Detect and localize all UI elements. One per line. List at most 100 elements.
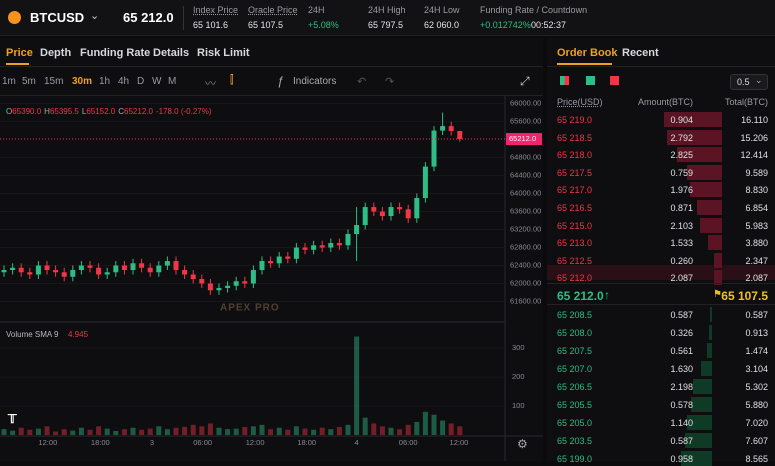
ob-total: 7.607 xyxy=(745,436,768,446)
ob-tab[interactable]: Order Book xyxy=(557,47,618,59)
volume-bar xyxy=(61,429,67,435)
ob-price[interactable]: 65 208.5 xyxy=(557,310,593,320)
view-asks[interactable] xyxy=(610,76,619,85)
candle-body xyxy=(405,209,411,219)
ob-price[interactable]: 65 217.0 xyxy=(557,185,593,196)
ob-price[interactable]: 65 212.0 xyxy=(557,273,593,284)
interval[interactable]: 1h xyxy=(99,76,111,87)
tab-underline xyxy=(6,63,29,65)
ob-price[interactable]: 65 219.0 xyxy=(557,115,593,125)
ob-price[interactable]: 65 207.0 xyxy=(557,364,593,374)
volume-bar xyxy=(139,429,145,435)
x-tick-label: 18:00 xyxy=(91,438,110,447)
volume-bar xyxy=(336,426,342,435)
ob-price[interactable]: 65 207.5 xyxy=(557,346,593,356)
tab[interactable]: Funding Rate xyxy=(80,47,151,59)
volume-bar xyxy=(371,423,377,435)
interval[interactable]: 15m xyxy=(44,76,64,87)
ob-price[interactable]: 65 215.0 xyxy=(557,220,593,231)
indicators-button[interactable]: Indicators xyxy=(293,76,337,87)
ob-total: 3.880 xyxy=(745,238,768,249)
volume-bar xyxy=(362,417,368,435)
volume-bar xyxy=(35,428,41,435)
depth-bar xyxy=(706,343,712,358)
tab[interactable]: Risk Limit xyxy=(197,47,250,59)
ob-price[interactable]: 65 205.0 xyxy=(557,418,593,428)
step-select[interactable] xyxy=(730,74,768,90)
depth-bar xyxy=(709,307,712,322)
ob-total: 6.854 xyxy=(745,203,768,213)
volume-bar xyxy=(259,424,265,435)
volume-bar xyxy=(431,414,437,435)
ob-total: 8.830 xyxy=(745,185,768,196)
divider xyxy=(0,95,543,96)
volume-bar xyxy=(216,427,222,435)
ob-price[interactable]: 65 212.5 xyxy=(557,255,593,266)
interval[interactable]: W xyxy=(152,76,162,87)
volume-value: 4.945 xyxy=(68,330,89,339)
interval[interactable]: 4h xyxy=(118,76,130,87)
x-tick-label: 12:00 xyxy=(38,438,57,447)
tab[interactable]: Details xyxy=(153,47,190,59)
fullscreen[interactable]: ⤢ xyxy=(520,74,530,88)
volume-bar xyxy=(268,429,274,435)
candle-body xyxy=(422,166,428,199)
divider xyxy=(0,66,543,67)
interval[interactable]: 30m xyxy=(72,76,93,87)
y-tick-label: 65600.00 xyxy=(510,117,541,126)
stat-label: 24H High xyxy=(368,5,406,15)
redo[interactable]: ↷ xyxy=(385,76,395,88)
candle-body xyxy=(388,207,394,217)
depth-bar xyxy=(700,217,722,233)
ob-price[interactable]: 65 213.0 xyxy=(557,238,593,249)
vol-tick-label: 200 xyxy=(512,372,525,381)
settings[interactable]: ⚙ xyxy=(517,437,528,451)
tab[interactable]: Depth xyxy=(40,47,72,59)
ob-price[interactable]: 65 203.5 xyxy=(557,436,593,446)
tab[interactable]: Price xyxy=(6,47,33,59)
volume-bar xyxy=(328,429,334,435)
ohlc-key: H xyxy=(44,107,50,116)
ob-price[interactable]: 65 208.0 xyxy=(557,328,593,338)
ob-price[interactable]: 65 206.5 xyxy=(557,382,593,392)
ob-amount: 2.825 xyxy=(670,150,693,161)
candle-body xyxy=(259,261,265,271)
ob-price[interactable]: 65 218.5 xyxy=(557,132,593,143)
interval[interactable]: D xyxy=(137,76,145,87)
coin-icon xyxy=(8,11,21,24)
volume-bar xyxy=(87,429,93,435)
stat-label: Oracle Price xyxy=(248,5,298,15)
watermark: APEX PRO xyxy=(220,303,280,314)
ob-price[interactable]: 65 199.0 xyxy=(557,454,593,464)
ob-price[interactable]: 65 205.5 xyxy=(557,400,593,410)
chevron[interactable]: ⌄ xyxy=(90,10,100,22)
view-both[interactable] xyxy=(560,76,569,85)
ob-amount: 0.561 xyxy=(670,346,693,356)
ob-price[interactable]: 65 217.5 xyxy=(557,167,593,178)
candle-icon[interactable]: ⫿ xyxy=(230,74,234,86)
ohlc-value: 65390.0 xyxy=(12,107,42,116)
line-icon[interactable]: 〰 xyxy=(205,78,216,90)
ob-price[interactable]: 65 216.5 xyxy=(557,203,593,213)
divider xyxy=(547,66,775,67)
symbol[interactable]: BTCUSD xyxy=(30,10,85,25)
divider xyxy=(183,6,184,30)
ob-price[interactable]: 65 218.0 xyxy=(557,150,593,161)
candle-body xyxy=(379,211,385,217)
fx-icon[interactable]: ƒ xyxy=(277,74,284,88)
ob-total: 2.087 xyxy=(745,273,768,284)
view-bids[interactable] xyxy=(586,76,595,85)
volume-bar xyxy=(199,426,205,435)
interval[interactable]: 1m xyxy=(2,76,16,87)
undo[interactable]: ↶ xyxy=(357,76,367,88)
volume-bar xyxy=(113,430,119,435)
ob-total: 1.474 xyxy=(745,346,768,356)
volume-bar xyxy=(104,428,110,435)
ohlc-legend: O65390.0 H65395.5 L65152.0 C65212.0 -178.0 (… xyxy=(6,107,212,116)
ob-tab[interactable]: Recent xyxy=(622,47,659,59)
interval[interactable]: 5m xyxy=(22,76,36,87)
flag-icon: ⚑ xyxy=(713,289,722,300)
step-value: 0.5 xyxy=(737,77,750,87)
interval[interactable]: M xyxy=(168,76,177,87)
candle-body xyxy=(18,267,24,273)
